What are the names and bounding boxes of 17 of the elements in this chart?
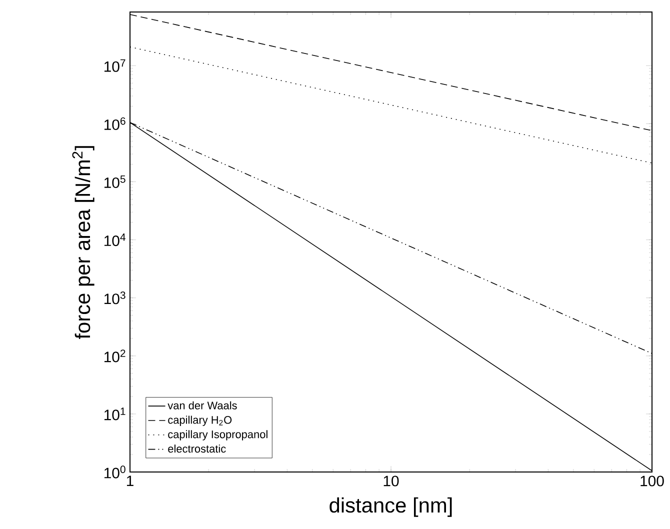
y-tick-label: 10$^{6}$ xyxy=(104,117,126,130)
x-tick-label: 100 xyxy=(640,476,664,486)
y-axis-title: force per area [N/m$^{2}$] xyxy=(72,146,94,340)
y-tick-label: 10$^{3}$ xyxy=(104,292,126,304)
y-tick-label: 10$^{7}$ xyxy=(104,59,126,72)
x-axis-title: distance [nm] xyxy=(330,497,452,517)
y-tick-label: 10$^{0}$ xyxy=(104,466,126,478)
legend-label: capillary Isopropanol xyxy=(168,430,268,440)
x-tick-label: 1 xyxy=(126,476,134,486)
legend-label: van der Waals xyxy=(168,401,237,410)
legend-label: electrostatic xyxy=(168,444,226,453)
y-tick-label: 10$^{5}$ xyxy=(104,175,126,188)
y-tick-label: 10$^{4}$ xyxy=(104,234,126,246)
y-tick-label: 10$^{2}$ xyxy=(104,350,126,362)
y-tick-label: 10$^{1}$ xyxy=(104,408,126,420)
legend-label: capillary H$_{2}$O xyxy=(168,416,232,426)
x-tick-label: 10 xyxy=(384,476,399,486)
